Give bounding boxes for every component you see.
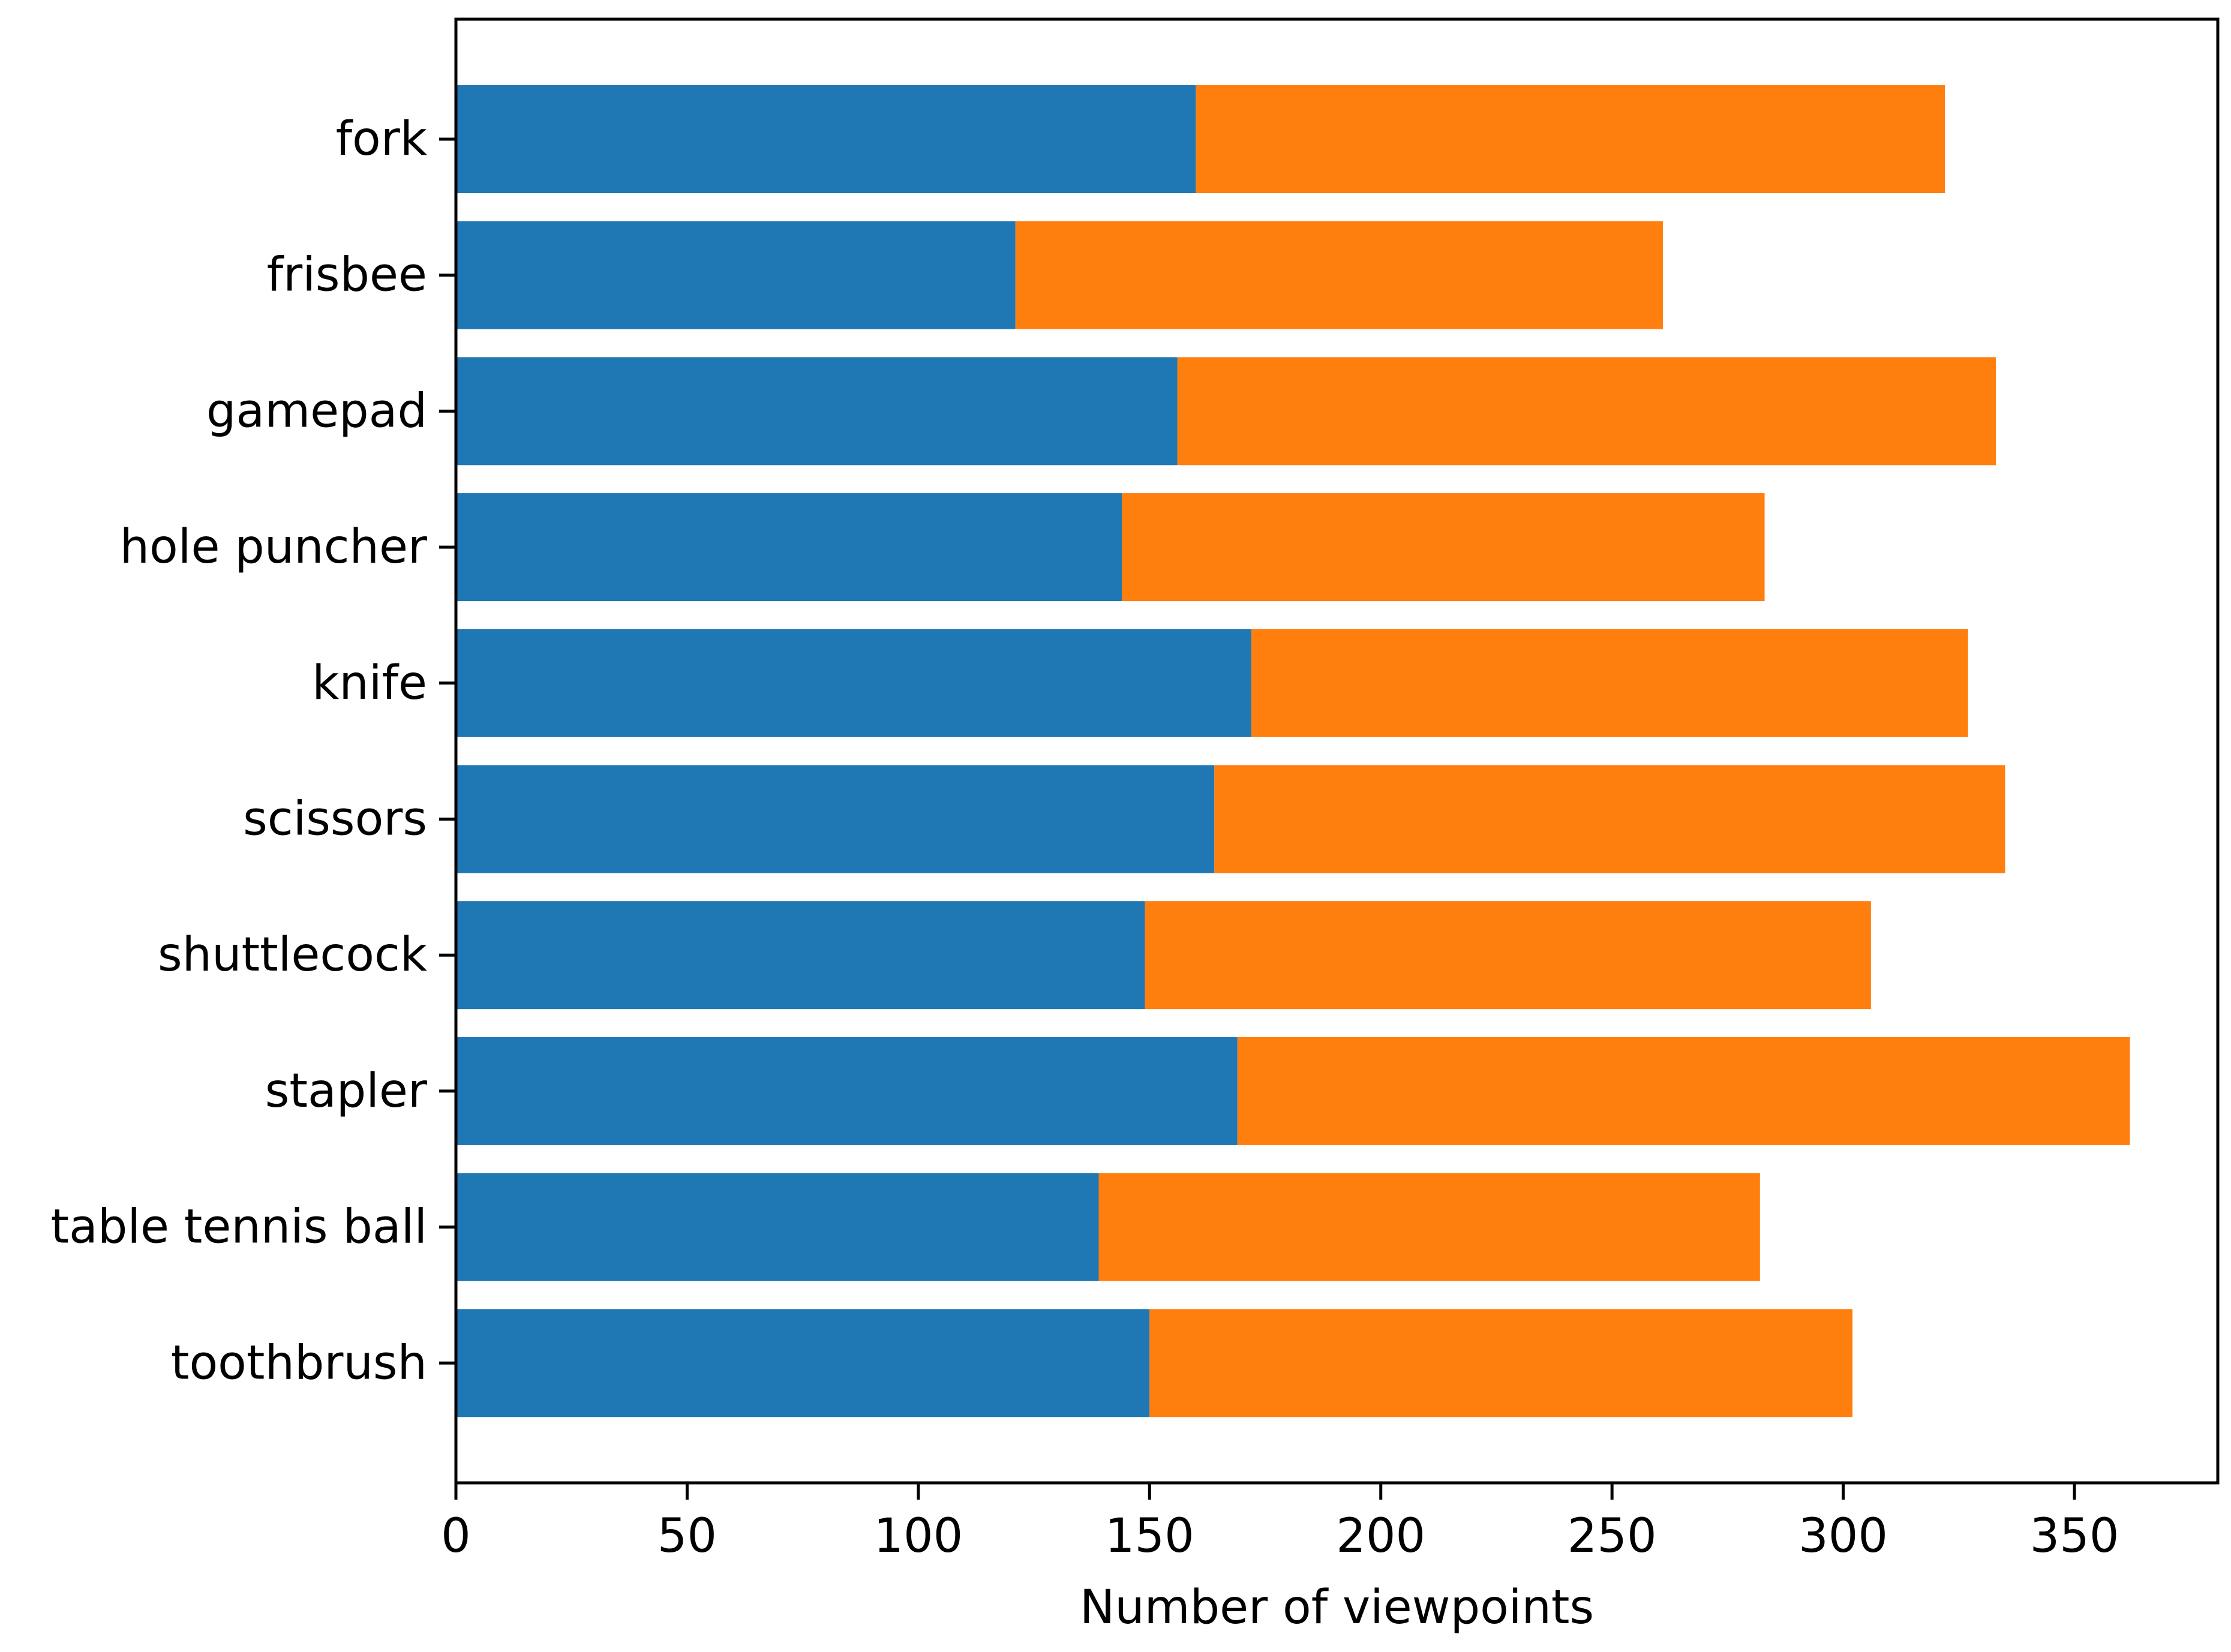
y-tick-label: toothbrush (171, 1336, 427, 1390)
y-tick-label: knife (312, 656, 427, 710)
y-tick-label: scissors (243, 792, 427, 846)
y-tick-label: shuttlecock (158, 928, 427, 982)
x-tick-label: 200 (1336, 1509, 1425, 1563)
bar-1-knife (456, 629, 1251, 737)
y-tick-label: table tennis ball (50, 1200, 427, 1254)
bar-1-table-tennis-ball (456, 1173, 1099, 1281)
x-tick-label: 50 (657, 1509, 717, 1563)
x-tick-label: 100 (873, 1509, 963, 1563)
bar-2-table-tennis-ball (1098, 1173, 1760, 1281)
bar-1-frisbee (456, 221, 1016, 329)
bar-1-hole-puncher (456, 493, 1122, 602)
x-tick-label: 300 (1798, 1509, 1888, 1563)
bar-2-gamepad (1177, 357, 1996, 465)
bar-2-toothbrush (1149, 1309, 1853, 1417)
bar-2-shuttlecock (1145, 901, 1871, 1010)
y-tick-label: stapler (265, 1064, 428, 1118)
bar-1-stapler (456, 1037, 1238, 1145)
y-axis: fork frisbee gamepad hole puncher knife sciss… (50, 112, 456, 1390)
bar-2-stapler (1237, 1037, 2130, 1145)
y-tick-label: frisbee (267, 248, 427, 302)
y-tick-label: fork (336, 112, 427, 166)
bar-2-frisbee (1015, 221, 1663, 329)
bar-2-scissors (1214, 765, 2005, 873)
x-tick-label: 150 (1105, 1509, 1194, 1563)
plot-frame (454, 17, 2220, 1485)
y-tick-label: hole puncher (120, 520, 428, 574)
bar-1-scissors (456, 765, 1215, 873)
bar-1-toothbrush (456, 1309, 1150, 1417)
bar-2-hole-puncher (1122, 493, 1765, 602)
bars-layer (456, 85, 2130, 1417)
x-axis: 0 50 100 150 200 250 300 350 (441, 1483, 2119, 1563)
x-tick-label: 0 (441, 1509, 471, 1563)
x-axis-label: Number of viewpoints (1080, 1581, 1594, 1635)
bar-2-knife (1251, 629, 1968, 737)
bar-1-fork (456, 85, 1196, 193)
x-tick-label: 350 (2030, 1509, 2119, 1563)
bar-1-gamepad (456, 357, 1178, 465)
x-tick-label: 250 (1568, 1509, 1657, 1563)
bar-2-fork (1196, 85, 1945, 193)
bar-1-shuttlecock (456, 901, 1145, 1010)
y-tick-label: gamepad (206, 384, 427, 438)
